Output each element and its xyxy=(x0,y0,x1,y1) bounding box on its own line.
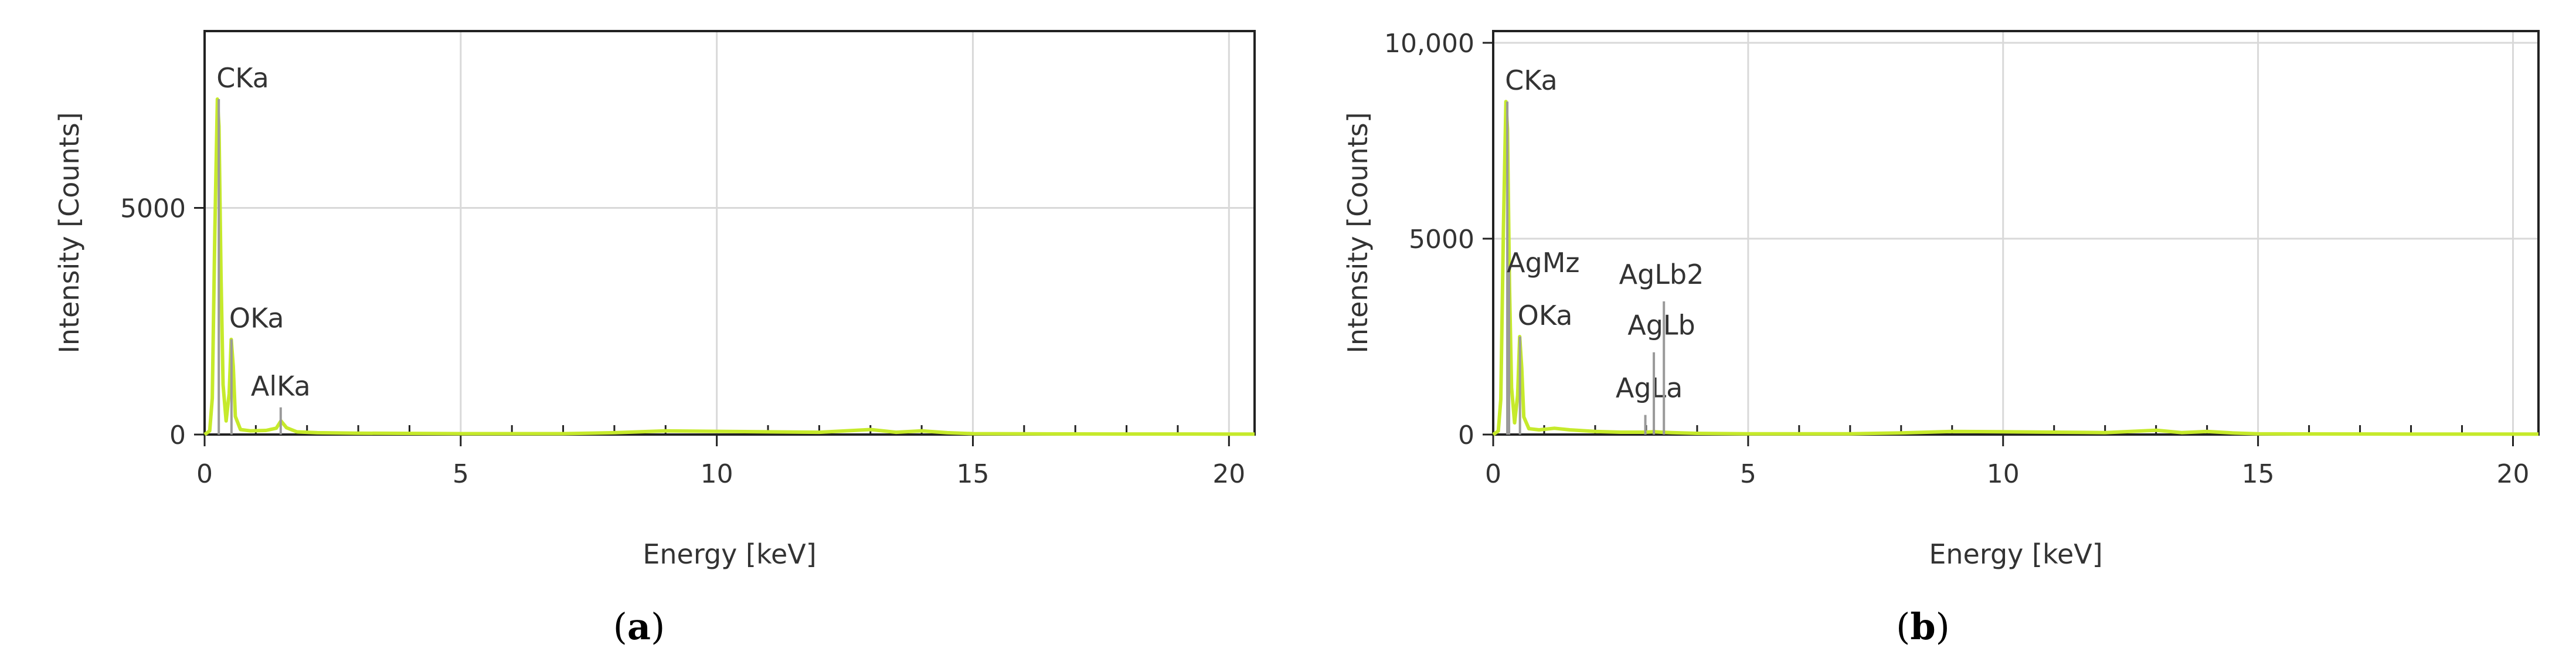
chart-panel-b: 0 5 10 15 20 0 5000 10,000 Energy [keV] Intensity… xyxy=(1342,29,2540,648)
caption-letter: a xyxy=(627,605,651,648)
y-tick-label: 0 xyxy=(169,420,186,450)
x-tick-label: 20 xyxy=(2497,459,2530,489)
y-tick-label: 5000 xyxy=(120,194,186,223)
caption-open-paren: ( xyxy=(613,605,627,648)
y-tick-label: 10,000 xyxy=(1384,29,1474,59)
y-axis-title: Intensity [Counts] xyxy=(1342,112,1374,353)
x-tick-label: 15 xyxy=(956,459,989,489)
peak-label: CKa xyxy=(1505,65,1558,96)
peak-label: AgLb2 xyxy=(1619,259,1704,290)
plot-frame xyxy=(1492,30,2540,436)
caption-open-paren: ( xyxy=(1896,605,1910,648)
chart-panel-a: 0 5 10 15 20 0 5000 Energy [keV] Intensity [Coun… xyxy=(53,30,1256,648)
y-tick-label: 5000 xyxy=(1409,225,1474,255)
peak-label: CKa xyxy=(216,62,269,94)
y-axis-title: Intensity [Counts] xyxy=(53,112,85,353)
x-tick-label: 10 xyxy=(701,459,733,489)
spectrum-line xyxy=(203,97,1255,436)
peak-label: AlKa xyxy=(251,371,311,402)
y-tick-label: 0 xyxy=(1458,420,1474,450)
x-axis-title: Energy [keV] xyxy=(1929,538,2102,570)
peak-label: AgLa xyxy=(1616,372,1683,404)
x-tick-label: 5 xyxy=(1740,459,1756,489)
panel-caption: (a) xyxy=(613,605,665,648)
peak-label: AgMz xyxy=(1507,247,1580,279)
x-tick-label: 5 xyxy=(453,459,469,489)
spectrum-line xyxy=(1492,100,2538,436)
caption-close-paren: ) xyxy=(651,605,665,648)
x-axis-title: Energy [keV] xyxy=(643,538,816,570)
x-tick-label: 15 xyxy=(2242,459,2275,489)
plot-frame xyxy=(203,30,1256,436)
panel-caption: (b) xyxy=(1896,605,1950,648)
caption-close-paren: ) xyxy=(1936,605,1950,648)
peak-label: AgLb xyxy=(1627,310,1695,341)
x-tick-label: 0 xyxy=(196,459,213,489)
peak-label: OKa xyxy=(229,303,284,334)
x-tick-label: 10 xyxy=(1987,459,2020,489)
x-tick-label: 20 xyxy=(1212,459,1245,489)
caption-letter: b xyxy=(1910,605,1935,648)
x-tick-label: 0 xyxy=(1485,459,1501,489)
peak-label: OKa xyxy=(1518,300,1573,331)
